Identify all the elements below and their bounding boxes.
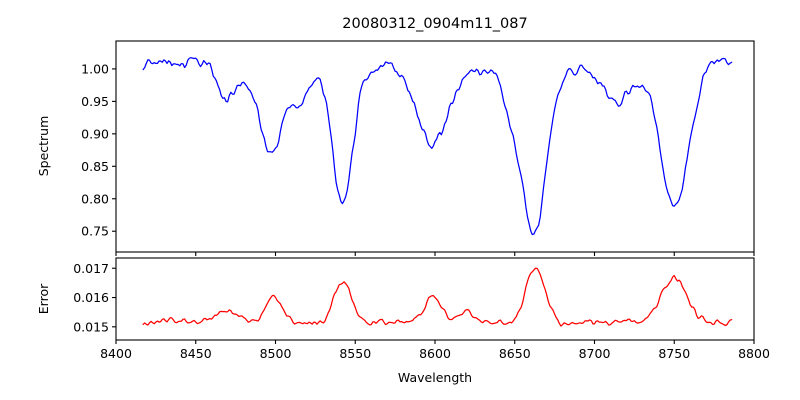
error-y-axis-label: Error (36, 283, 51, 314)
figure-title: 20080312_0904m11_087 (342, 16, 527, 32)
error-x-ticks: 8400 8450 8500 8550 8600 8650 8700 8750 8800 (100, 340, 770, 361)
x-tick-label: 8400 (100, 346, 132, 361)
error-axes-frame (115, 257, 755, 341)
error-data-line (142, 267, 733, 327)
x-tick-label: 8550 (339, 346, 371, 361)
y-tick-label: 0.016 (73, 290, 109, 305)
x-tick-label: 8800 (738, 346, 770, 361)
y-tick-label: 0.85 (81, 159, 109, 174)
spectrum-data-line (142, 57, 733, 236)
y-tick-label: 0.015 (73, 319, 109, 334)
y-tick-label: 0.95 (81, 94, 109, 109)
x-tick-label: 8600 (419, 346, 451, 361)
x-axis-label: Wavelength (398, 370, 472, 385)
x-tick-label: 8700 (579, 346, 611, 361)
error-panel: 0.015 0.016 0.017 8400 8450 8500 8550 8600 8650… (36, 257, 770, 385)
spectrum-y-ticks: 0.75 0.80 0.85 0.90 0.95 1.00 (81, 61, 116, 239)
error-y-ticks: 0.015 0.016 0.017 (73, 261, 116, 334)
y-tick-label: 0.80 (81, 191, 109, 206)
y-tick-label: 0.90 (81, 126, 109, 141)
y-tick-label: 1.00 (81, 61, 109, 76)
spectrum-panel: 0.75 0.80 0.85 0.90 0.95 1.00 Spectrum (36, 40, 755, 256)
x-tick-label: 8450 (180, 346, 212, 361)
x-tick-label: 8500 (260, 346, 292, 361)
x-tick-label: 8750 (658, 346, 690, 361)
y-tick-label: 0.017 (73, 261, 109, 276)
y-tick-label: 0.75 (81, 224, 109, 239)
spectrum-y-axis-label: Spectrum (36, 116, 51, 177)
x-tick-label: 8650 (499, 346, 531, 361)
spectrum-axes-frame (115, 40, 755, 253)
spectrum-x-ticks (115, 252, 755, 256)
